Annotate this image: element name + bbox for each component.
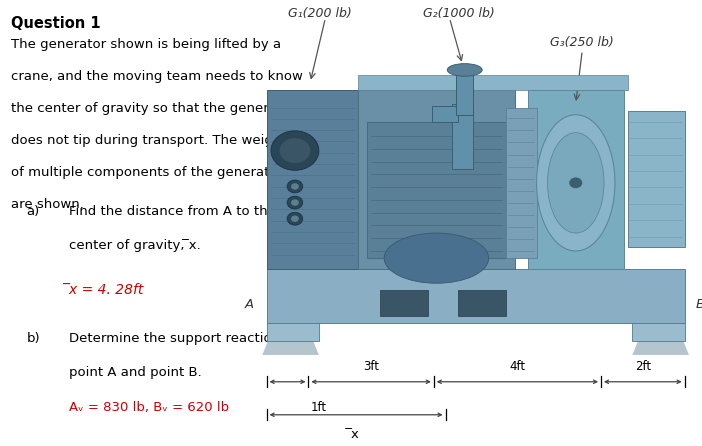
Bar xyxy=(528,90,623,269)
Text: of multiple components of the generator: of multiple components of the generator xyxy=(11,166,283,179)
Bar xyxy=(267,269,684,323)
Text: b): b) xyxy=(27,332,40,345)
Text: G₂(1000 lb): G₂(1000 lb) xyxy=(423,7,495,20)
Text: B: B xyxy=(696,298,702,311)
Bar xyxy=(267,323,319,341)
Text: does not tip during transport. The weights: does not tip during transport. The weigh… xyxy=(11,134,293,147)
Text: A: A xyxy=(244,298,253,311)
Text: 3ft: 3ft xyxy=(363,360,379,373)
Text: Aᵥ = 830 lb, Bᵥ = 620 lb: Aᵥ = 830 lb, Bᵥ = 620 lb xyxy=(69,401,230,414)
Bar xyxy=(628,111,684,248)
Text: Question 1: Question 1 xyxy=(11,16,100,31)
Text: are shown.: are shown. xyxy=(11,198,84,211)
Circle shape xyxy=(291,199,299,206)
Text: G₃(250 lb): G₃(250 lb) xyxy=(550,36,614,49)
Ellipse shape xyxy=(384,233,489,283)
Bar xyxy=(358,90,515,269)
Text: center of gravity, ̅x.: center of gravity, ̅x. xyxy=(69,239,201,252)
Text: ̅x: ̅x xyxy=(352,428,360,441)
Text: a): a) xyxy=(27,205,40,218)
Circle shape xyxy=(279,138,310,163)
Text: ̅x = 4. 28ft: ̅x = 4. 28ft xyxy=(69,283,144,297)
Ellipse shape xyxy=(447,64,482,76)
Circle shape xyxy=(291,183,299,190)
Text: Find the distance from A to the: Find the distance from A to the xyxy=(69,205,276,218)
Ellipse shape xyxy=(548,132,604,233)
Bar xyxy=(380,290,428,315)
Bar xyxy=(456,72,473,115)
Circle shape xyxy=(271,131,319,170)
Circle shape xyxy=(287,180,303,193)
Text: crane, and the moving team needs to know: crane, and the moving team needs to know xyxy=(11,70,303,83)
Circle shape xyxy=(287,196,303,209)
Bar xyxy=(506,107,536,258)
Circle shape xyxy=(569,178,582,188)
Bar xyxy=(633,323,684,341)
Bar xyxy=(267,90,358,269)
Circle shape xyxy=(287,212,303,225)
Text: 4ft: 4ft xyxy=(510,360,526,373)
Text: G₁(200 lb): G₁(200 lb) xyxy=(289,7,352,20)
Text: the center of gravity so that the generator: the center of gravity so that the genera… xyxy=(11,102,296,115)
Bar xyxy=(358,75,628,90)
Text: 1ft: 1ft xyxy=(310,401,326,414)
Text: Determine the support reactions at: Determine the support reactions at xyxy=(69,332,305,345)
Text: point A and point B.: point A and point B. xyxy=(69,366,202,379)
Bar xyxy=(461,68,469,75)
Bar xyxy=(432,106,458,122)
Polygon shape xyxy=(263,334,319,355)
Circle shape xyxy=(291,215,299,222)
Polygon shape xyxy=(633,334,689,355)
Bar xyxy=(451,104,473,169)
Bar xyxy=(458,290,506,315)
Text: The generator shown is being lifted by a: The generator shown is being lifted by a xyxy=(11,38,281,51)
Ellipse shape xyxy=(536,115,615,251)
Bar xyxy=(366,122,506,258)
Text: 2ft: 2ft xyxy=(635,360,651,373)
